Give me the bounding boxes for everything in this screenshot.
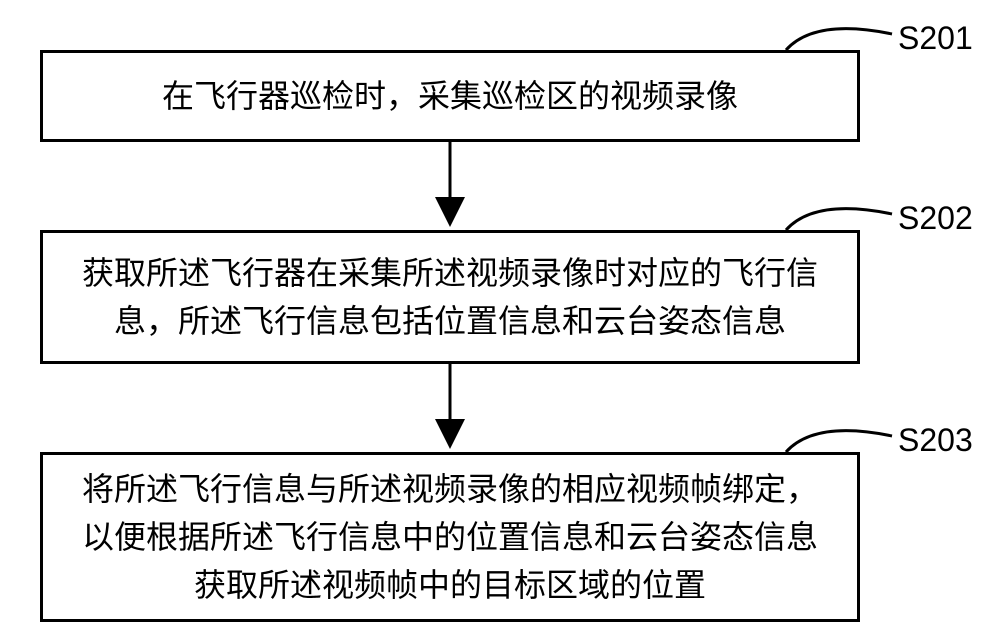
flowchart-container: 在飞行器巡检时，采集巡检区的视频录像 S201 获取所述飞行器在采集所述视频录像… (0, 0, 1000, 636)
step-label-s202: S202 (898, 200, 973, 237)
step-box-s202: 获取所述飞行器在采集所述视频录像时对应的飞行信息，所述飞行信息包括位置信息和云台… (40, 230, 860, 364)
step-text-s201: 在飞行器巡检时，采集巡检区的视频录像 (162, 72, 738, 120)
step-label-s203: S203 (898, 422, 973, 459)
step-text-s203: 将所述飞行信息与所述视频录像的相应视频帧绑定，以便根据所述飞行信息中的位置信息和… (67, 465, 833, 609)
step-box-s201: 在飞行器巡检时，采集巡检区的视频录像 (40, 50, 860, 142)
step-label-s201: S201 (898, 20, 973, 57)
step-text-s202: 获取所述飞行器在采集所述视频录像时对应的飞行信息，所述飞行信息包括位置信息和云台… (67, 249, 833, 345)
step-box-s203: 将所述飞行信息与所述视频录像的相应视频帧绑定，以便根据所述飞行信息中的位置信息和… (40, 452, 860, 622)
